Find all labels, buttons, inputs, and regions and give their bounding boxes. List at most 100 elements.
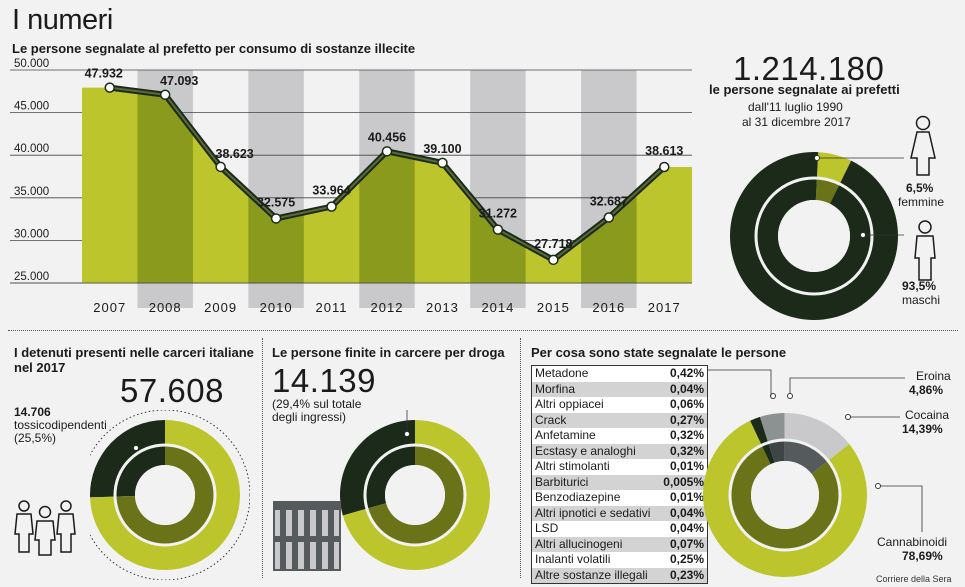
heroin-label: Eroina: [916, 369, 951, 383]
data-label-2011: 33.964: [312, 184, 350, 198]
page-title: I numeri: [12, 4, 113, 36]
data-point-2014: [492, 224, 504, 235]
x-tick-label-2014: 2014: [481, 300, 514, 315]
source-credit: Corriere della Sera: [876, 574, 952, 584]
data-point-2017: [659, 161, 670, 173]
people-group-icon: [14, 500, 76, 556]
data-point-2012: [381, 146, 393, 157]
substance-value: 0,32%: [669, 428, 704, 442]
prison-bars-icon: [273, 501, 341, 571]
cocaine-marker: [845, 414, 851, 420]
data-label-2008: 47.093: [160, 74, 198, 88]
male-label: maschi: [902, 293, 941, 307]
female-percent: 6,5%: [906, 181, 934, 195]
substance-name: Ecstasy e analoghi: [535, 443, 636, 458]
inmates-donut: [90, 410, 250, 580]
y-tick-label: 50.000: [14, 58, 49, 70]
substances-donut: [703, 369, 923, 577]
y-tick-label: 30.000: [14, 228, 49, 240]
substance-row: Anfetamine 0,32%: [532, 428, 707, 444]
male-percent: 93,5%: [902, 279, 937, 293]
inmates-total: 57.608: [120, 372, 224, 409]
substance-name: Crack: [535, 412, 567, 427]
drug-prison-note-2: degli ingressi): [272, 410, 347, 424]
vertical-divider-2: [520, 338, 521, 578]
substance-name: Barbiturici: [535, 474, 589, 489]
substance-row: Morfina 0,04%: [532, 381, 707, 397]
period-end: al 31 dicembre 2017: [742, 115, 851, 129]
substance-name: LSD: [535, 521, 559, 535]
data-point-2009: [215, 161, 226, 173]
inmates-title: I detenuti presenti nelle carceri italia…: [14, 345, 254, 375]
female-slice-outer: [816, 152, 852, 184]
heroin-slice-inner: [768, 440, 785, 463]
drug-slice-outer: [340, 420, 415, 516]
male-marker: [860, 232, 866, 238]
substance-name: Altri oppiacei: [535, 397, 604, 411]
substance-row: Barbiturici 0,005%: [532, 474, 707, 490]
x-tick-label-2013: 2013: [426, 300, 459, 315]
x-tick-label-2015: 2015: [537, 300, 570, 315]
other-substances-slice-inner: [761, 442, 775, 465]
substance-name: Altri ipnotici e sedativi: [535, 505, 651, 520]
ring-separator: [363, 443, 467, 547]
x-tick-label-2011: 2011: [316, 300, 348, 315]
substance-name: Benzodiazepine: [535, 490, 621, 504]
substance-value: 0,06%: [669, 397, 704, 411]
cocaine-percent: 14,39%: [902, 422, 943, 436]
other-leader: [708, 369, 772, 396]
male-slice-inner: [756, 178, 872, 294]
x-tick-label-2008: 2008: [149, 300, 182, 315]
x-tick-label-2017: 2017: [648, 300, 681, 315]
addicts-label: tossicodipendenti: [14, 418, 107, 432]
heroin-slice-outer: [759, 413, 785, 443]
data-label-2012: 40.456: [368, 130, 406, 144]
ring-separator: [754, 176, 874, 296]
substance-value: 0,25%: [669, 552, 704, 566]
data-label-2010: 32.575: [257, 195, 295, 209]
substance-name: Altri allucinogeni: [535, 536, 623, 551]
cannabis-leader: [881, 485, 923, 532]
data-point-2013: [437, 157, 448, 169]
substance-value: 0,04%: [669, 381, 704, 396]
substances-table: Metadone 0,42% Morfina 0,04% Altri oppiacei 0…: [531, 365, 708, 584]
substance-value: 0,04%: [669, 505, 704, 520]
drug-prison-total: 14.139: [272, 362, 376, 399]
other-inmates-slice-inner: [115, 445, 215, 545]
female-slice-inner: [815, 178, 840, 204]
addicts-slice-inner: [115, 445, 165, 497]
data-label-2014: 31.272: [479, 207, 517, 221]
substance-row: Altre sostanze illegali 0,23%: [532, 567, 707, 583]
male-person-icon: [914, 220, 936, 281]
donut-hole: [751, 461, 819, 529]
vertical-divider-1: [262, 338, 263, 578]
substance-row: Metadone 0,42%: [532, 366, 707, 382]
total-reported-label: le persone segnalate ai prefetti: [709, 82, 900, 97]
other-slice-outer: [342, 420, 490, 570]
other-inmates-slice-outer: [90, 420, 240, 570]
female-marker: [814, 155, 820, 161]
substance-row: Benzodiazepine 0,01%: [532, 490, 707, 506]
substance-name: Anfetamine: [535, 428, 596, 442]
data-label-2009: 38.623: [216, 147, 254, 161]
heroin-percent: 4,86%: [909, 383, 944, 397]
cocaine-slice-outer: [784, 413, 850, 461]
substance-name: Altre sostanze illegali: [535, 567, 648, 582]
substance-value: 0,005%: [663, 474, 704, 489]
substance-row: Altri oppiacei 0,06%: [532, 397, 707, 413]
data-point-2007: [104, 82, 115, 93]
x-tick-label-2007: 2007: [93, 300, 126, 315]
drug-leader: [406, 410, 408, 431]
cannabis-marker: [875, 483, 881, 489]
female-label: femmine: [898, 195, 945, 209]
drug-prison-note-1: (29,4% sul totale: [272, 397, 362, 411]
addicts-percent: (25,5%): [14, 431, 57, 445]
donut-hole: [778, 200, 850, 272]
substances-title: Per cosa sono state segnalate le persone: [531, 345, 787, 360]
drug-prison-title: Le persone finite in carcere per droga: [272, 345, 505, 360]
x-tick-label-2009: 2009: [204, 300, 237, 315]
substance-name: Inalanti volatili: [535, 552, 611, 566]
period-start: dall'11 luglio 1990: [748, 100, 843, 114]
y-tick-label: 25.000: [14, 271, 49, 283]
heroin-leader: [789, 377, 905, 393]
